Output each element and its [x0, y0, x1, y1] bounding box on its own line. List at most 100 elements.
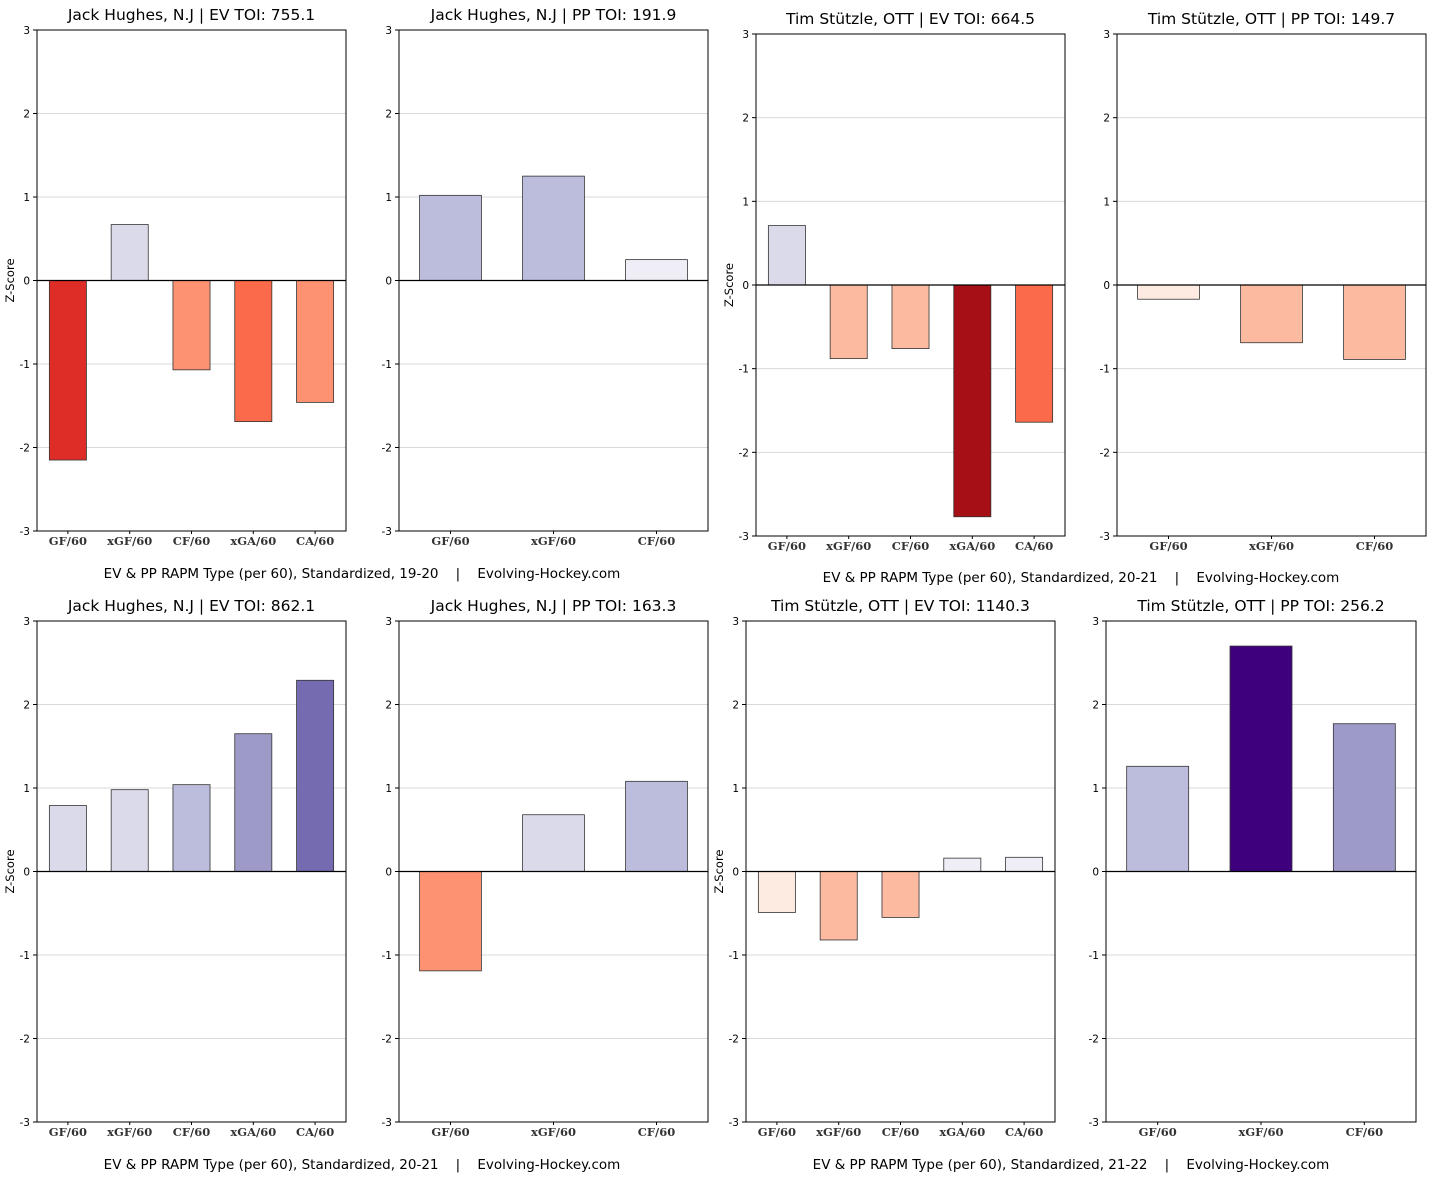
y-tick-label: -3 [1089, 1117, 1099, 1129]
bar-ca-60 [296, 280, 335, 403]
x-tick-label: GF/60 [758, 1125, 796, 1139]
y-tick-label: -1 [382, 359, 392, 371]
bar-gf-60 [419, 194, 482, 281]
x-tick-label: CA/60 [1005, 1125, 1043, 1139]
panel-title: Tim Stützle, OTT | PP TOI: 256.2 [1136, 597, 1384, 615]
y-tick-label: -3 [20, 1117, 30, 1129]
y-tick-label: -3 [739, 531, 749, 543]
chart-panel: -3 -2 -1 0 1 2 3 GF/60 xGF/60 CF/60 xGA/60 CA/60 Jac… [3, 597, 347, 1139]
bar-xgf-60 [1229, 645, 1293, 872]
y-tick-label: 2 [1103, 113, 1110, 125]
x-tick-label: xGF/60 [107, 534, 152, 548]
panel-title: Tim Stützle, OTT | EV TOI: 1140.3 [770, 597, 1030, 615]
y-tick-label: -2 [382, 443, 392, 455]
y-tick-label: 3 [23, 616, 30, 628]
y-tick-label: 3 [1103, 29, 1110, 41]
y-tick-label: -2 [729, 1034, 739, 1046]
y-tick-label: 3 [23, 25, 30, 37]
bar-gf-60 [419, 871, 482, 972]
y-tick-label: 2 [385, 109, 392, 121]
bar-gf-60 [757, 871, 796, 913]
y-tick-label: 0 [23, 276, 30, 288]
bar-xga-60 [234, 280, 273, 423]
y-tick-label: -2 [1089, 1034, 1099, 1046]
x-tick-label: xGF/60 [816, 1125, 861, 1139]
caption-top-left: EV & PP RAPM Type (per 60), Standardized… [104, 566, 621, 582]
y-tick-label: -3 [20, 526, 30, 538]
bar-xgf-60 [110, 224, 149, 281]
x-tick-label: xGA/60 [939, 1125, 985, 1139]
y-axis-label: Z-Score [722, 263, 736, 307]
y-tick-label: 3 [385, 25, 392, 37]
bar-ca-60 [296, 679, 335, 872]
y-tick-label: 1 [732, 783, 739, 795]
bar-xgf-60 [110, 789, 149, 872]
y-tick-label: 1 [385, 783, 392, 795]
panel-title: Jack Hughes, N.J | PP TOI: 191.9 [430, 6, 677, 24]
bar-cf-60 [172, 280, 211, 371]
bar-gf-60 [1137, 284, 1200, 300]
y-tick-label: -3 [382, 526, 392, 538]
x-tick-label: CA/60 [296, 1125, 334, 1139]
y-tick-label: 1 [23, 783, 30, 795]
x-tick-label: CF/60 [638, 1125, 676, 1139]
y-tick-label: 1 [742, 196, 749, 208]
bar-gf-60 [1126, 765, 1190, 872]
y-tick-label: 3 [1092, 616, 1099, 628]
bar-xgf-60 [1240, 284, 1303, 344]
bar-cf-60 [1343, 284, 1406, 360]
bar-cf-60 [172, 784, 211, 872]
x-tick-label: xGF/60 [531, 534, 576, 548]
y-tick-label: -1 [382, 950, 392, 962]
chart-panel: -3 -2 -1 0 1 2 3 GF/60 xGF/60 CF/60 Jack Hughes, N… [382, 597, 709, 1139]
x-tick-label: xGF/60 [826, 539, 871, 553]
x-tick-label: xGF/60 [107, 1125, 152, 1139]
bar-ca-60 [1015, 284, 1054, 423]
y-axis-label: Z-Score [3, 258, 17, 302]
caption-top-right: EV & PP RAPM Type (per 60), Standardized… [823, 570, 1340, 586]
bar-cf-60 [1332, 723, 1396, 872]
y-tick-label: 1 [385, 192, 392, 204]
y-tick-label: 0 [742, 280, 749, 292]
chart-panel: -3 -2 -1 0 1 2 3 GF/60 xGF/60 CF/60 Jack Hughes, N… [382, 6, 709, 548]
y-tick-label: 0 [1092, 867, 1099, 879]
y-tick-label: -1 [739, 364, 749, 376]
chart-panel: -3 -2 -1 0 1 2 3 GF/60 xGF/60 CF/60 Tim Stützle, O… [1089, 597, 1417, 1139]
x-tick-label: CF/60 [1356, 539, 1394, 553]
y-tick-label: 2 [385, 700, 392, 712]
bar-cf-60 [625, 780, 688, 872]
y-tick-label: -1 [20, 359, 30, 371]
bar-xgf-60 [522, 814, 585, 872]
bar-cf-60 [625, 259, 688, 281]
y-tick-label: 2 [732, 700, 739, 712]
y-tick-label: -1 [729, 950, 739, 962]
y-tick-label: 0 [385, 867, 392, 879]
y-tick-label: 3 [385, 616, 392, 628]
y-tick-label: -3 [382, 1117, 392, 1129]
y-tick-label: 1 [1103, 196, 1110, 208]
bar-cf-60 [881, 871, 920, 918]
bar-gf-60 [48, 805, 87, 872]
chart-panel: -3 -2 -1 0 1 2 3 GF/60 xGF/60 CF/60 xGA/60 CA/60 Jac… [3, 6, 347, 548]
y-axis-label: Z-Score [3, 849, 17, 893]
y-tick-label: -2 [382, 1034, 392, 1046]
x-tick-label: CA/60 [1015, 539, 1053, 553]
x-tick-label: xGA/60 [949, 539, 995, 553]
x-tick-label: CF/60 [1346, 1125, 1384, 1139]
y-tick-label: -1 [1089, 950, 1099, 962]
y-tick-label: 1 [23, 192, 30, 204]
bar-xga-60 [953, 284, 992, 518]
y-tick-label: 2 [1092, 700, 1099, 712]
x-tick-label: GF/60 [1149, 539, 1187, 553]
bar-xgf-60 [819, 871, 858, 941]
x-tick-label: xGA/60 [230, 534, 276, 548]
x-tick-label: xGF/60 [1249, 539, 1294, 553]
y-tick-label: 0 [1103, 280, 1110, 292]
chart-panel: -3 -2 -1 0 1 2 3 GF/60 xGF/60 CF/60 xGA/60 CA/60 Tim… [712, 597, 1056, 1139]
x-tick-label: xGF/60 [531, 1125, 576, 1139]
y-tick-label: -3 [1100, 531, 1110, 543]
x-tick-label: xGA/60 [230, 1125, 276, 1139]
y-tick-label: -2 [20, 1034, 30, 1046]
chart-panel: -3 -2 -1 0 1 2 3 GF/60 xGF/60 CF/60 Tim Stützle, O… [1100, 10, 1427, 553]
